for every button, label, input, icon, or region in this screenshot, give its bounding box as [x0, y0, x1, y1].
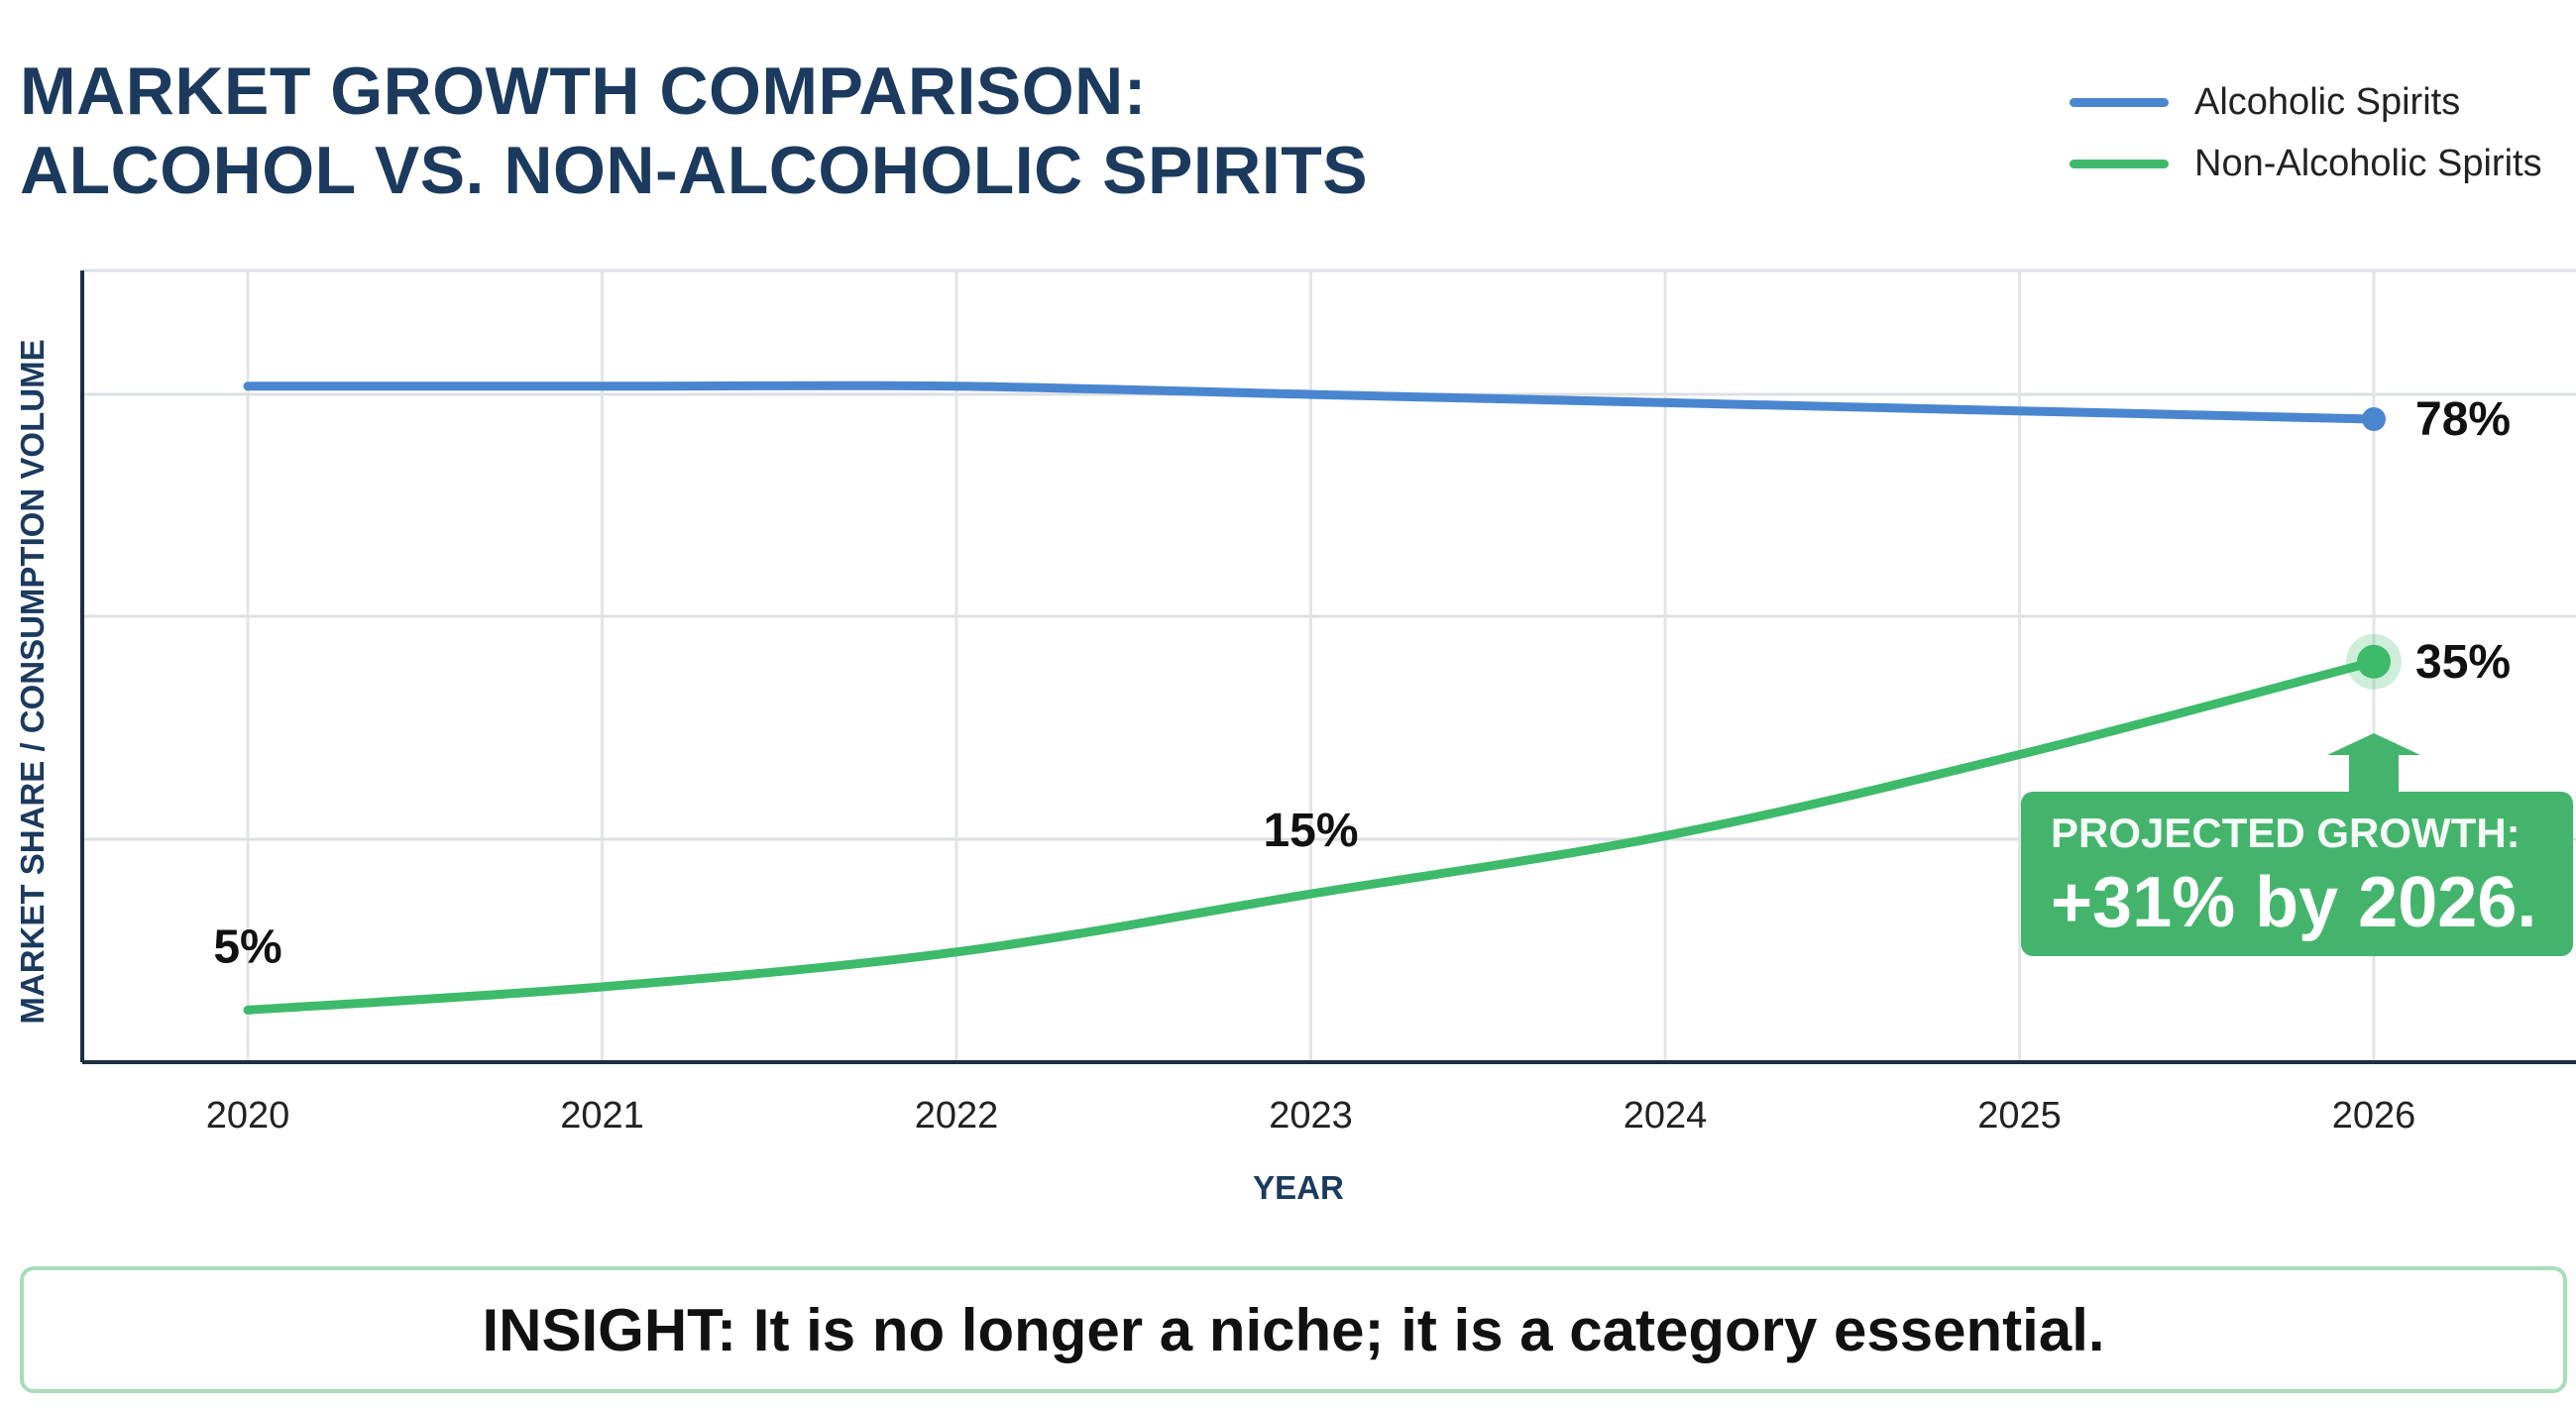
x-tick-label: 2024	[1624, 1095, 1708, 1137]
x-tick-label: 2021	[560, 1095, 644, 1137]
title-line-1: MARKET GROWTH COMPARISON:	[20, 54, 1147, 129]
x-tick-label: 2023	[1269, 1095, 1353, 1137]
data-label: 15%	[1263, 805, 1358, 857]
endpoint-marker	[2357, 644, 2391, 679]
title-line-2: ALCOHOL VS. NON-ALCOHOLIC SPIRITS	[20, 133, 1369, 208]
arrow-up-icon	[2327, 733, 2420, 793]
series-line-non-alcoholic	[243, 657, 2379, 1015]
insight-text: INSIGHT: It is no longer a niche; it is …	[482, 1296, 2105, 1363]
x-tick-label: 2020	[206, 1095, 290, 1137]
x-tick-label: 2022	[915, 1095, 999, 1137]
legend-label-non-alcoholic: Non-Alcoholic Spirits	[2194, 142, 2542, 184]
projected-growth-callout: PROJECTED GROWTH: +31% by 2026.	[2021, 792, 2573, 956]
data-label: 78%	[2415, 393, 2511, 446]
legend: Alcoholic Spirits Non-Alcoholic Spirits	[2070, 71, 2542, 194]
x-axis-label: YEAR	[1253, 1169, 1344, 1206]
legend-item-alcoholic: Alcoholic Spirits	[2070, 71, 2542, 133]
callout-line-1: PROJECTED GROWTH:	[2051, 810, 2520, 856]
insight-box: INSIGHT: It is no longer a niche; it is …	[20, 1266, 2567, 1393]
chart-title: MARKET GROWTH COMPARISON: ALCOHOL VS. NON…	[20, 52, 1368, 210]
series-lines	[243, 380, 2402, 1015]
data-label: 35%	[2415, 636, 2511, 689]
series-line-alcoholic	[243, 380, 2379, 424]
callout-line-2: +31% by 2026.	[2051, 863, 2537, 942]
y-axis-label: MARKET SHARE / CONSUMPTION VOLUME	[14, 339, 51, 1024]
legend-item-non-alcoholic: Non-Alcoholic Spirits	[2070, 133, 2542, 194]
data-label: 5%	[213, 921, 281, 973]
x-tick-label: 2025	[1977, 1095, 2062, 1137]
data-labels: 78% 35% 15% 5%	[213, 393, 2511, 973]
x-tick-labels: 2020 2021 2022 2023 2024 2025 2026	[206, 1095, 2416, 1137]
x-tick-label: 2026	[2332, 1095, 2416, 1137]
legend-label-alcoholic: Alcoholic Spirits	[2194, 80, 2461, 123]
legend-swatch-non-alcoholic	[2070, 159, 2169, 168]
legend-swatch-alcoholic	[2070, 97, 2169, 107]
endpoint-marker	[2362, 407, 2386, 431]
